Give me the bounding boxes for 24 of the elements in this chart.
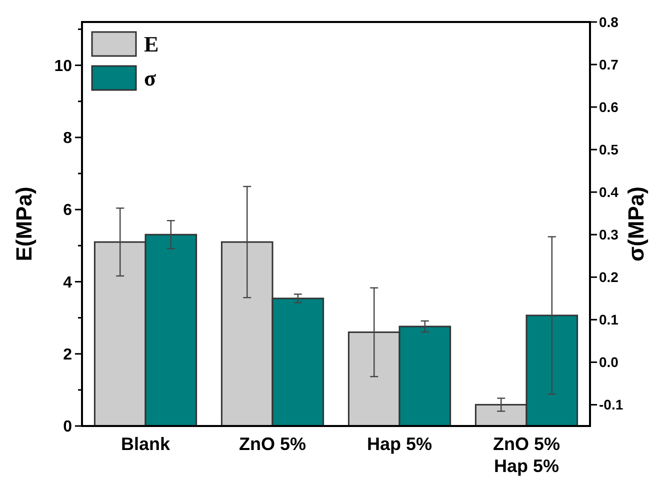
- y2-tick-label: 0.4: [599, 184, 619, 200]
- y2-tick-label: 0.7: [599, 56, 619, 72]
- y2-tick-label: 0.8: [599, 14, 619, 30]
- y2-axis-title: σ(MPa): [624, 186, 649, 262]
- legend-label: E: [144, 32, 159, 57]
- y-tick-label: 6: [63, 202, 72, 220]
- y-tick-label: 10: [54, 58, 72, 75]
- x-tick-label: Blank: [120, 434, 171, 454]
- y2-tick-label: 0.2: [599, 269, 619, 286]
- y2-tick-label: -0.1: [599, 396, 624, 413]
- y-axis-title: E(MPa): [12, 186, 37, 262]
- y2-tick-label: 0.0: [599, 354, 619, 370]
- x-tick-label: Hap 5%: [366, 434, 432, 454]
- y-tick-label: 2: [63, 346, 72, 364]
- y-tick-label: 8: [63, 130, 72, 148]
- y2-tick-label: 0.1: [599, 312, 619, 328]
- y-tick-label: 4: [63, 274, 72, 292]
- y2-tick-label: 0.6: [599, 98, 619, 115]
- x-tick-label: ZnO 5% Hap 5%: [492, 434, 560, 476]
- y2-tick-label: 0.3: [599, 226, 619, 243]
- y2-tick-label: 0.5: [599, 141, 619, 158]
- y-tick-label: 0: [63, 418, 72, 436]
- x-tick-label: ZnO 5%: [238, 434, 306, 454]
- legend-label: σ: [144, 66, 156, 91]
